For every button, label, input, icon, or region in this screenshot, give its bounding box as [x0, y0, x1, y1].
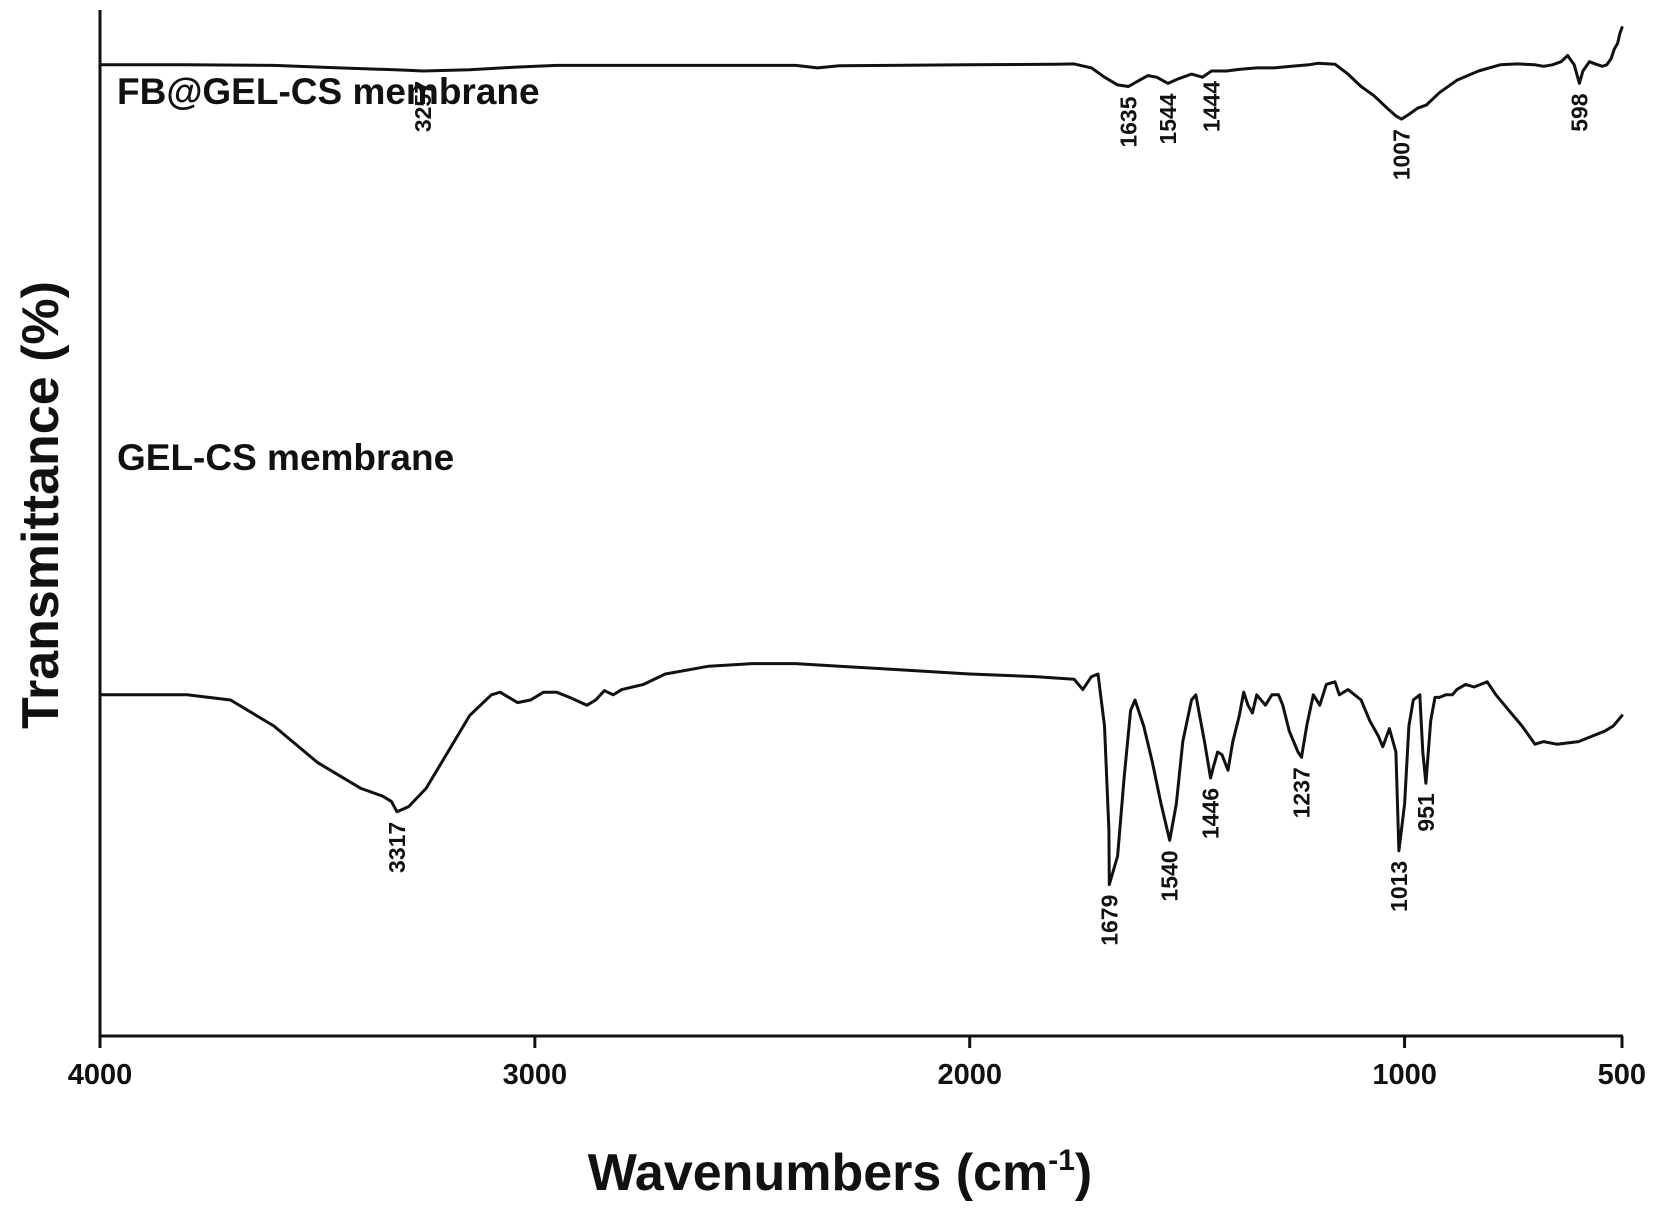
- x-tick-label: 1000: [1372, 1059, 1437, 1091]
- peak-label-text: 1540: [1157, 850, 1183, 901]
- axes: 4000 3000 2000 1000 500: [68, 10, 1646, 1091]
- series-title-gel-cs: GEL-CS membrane: [117, 437, 454, 478]
- series-title-fb-gel-cs: FB@GEL-CS membrane: [117, 71, 540, 112]
- x-axis-title-main: Wavenumbers (cm: [588, 1144, 1048, 1202]
- peak-label-1679: 1679: [1096, 895, 1122, 946]
- peak-label-text: 1013: [1386, 861, 1412, 912]
- series-line-1: [98, 662, 1624, 887]
- x-tick-label: 4000: [68, 1059, 133, 1091]
- peak-label-1544: 1544: [1155, 93, 1181, 144]
- x-tick-label: 500: [1598, 1059, 1646, 1091]
- series-line-0: [98, 26, 1624, 121]
- x-axis-title-suffix: ): [1075, 1144, 1092, 1202]
- peak-label-text: 1635: [1115, 96, 1141, 147]
- peak-label-text: 3257: [410, 81, 436, 132]
- peak-label-951: 951: [1413, 793, 1439, 832]
- peak-label-text: 1444: [1199, 81, 1225, 132]
- peak-label-text: 1446: [1198, 788, 1224, 839]
- x-tick-label: 3000: [503, 1059, 568, 1091]
- peak-label-text: 3317: [384, 822, 410, 873]
- series-lines: [98, 26, 1624, 887]
- x-axis-title-superscript: -1: [1048, 1144, 1075, 1177]
- peak-label-1446: 1446: [1198, 788, 1224, 839]
- peak-label-text: 951: [1413, 793, 1439, 832]
- peak-label-text: 1237: [1289, 767, 1315, 818]
- peak-label-text: 1679: [1096, 895, 1122, 946]
- x-axis-title: Wavenumbers (cm-1): [588, 1144, 1092, 1202]
- peak-label-1013: 1013: [1386, 861, 1412, 912]
- peak-label-3257: 3257: [410, 81, 436, 132]
- y-axis-title: Transmittance (%): [12, 281, 70, 729]
- peak-label-1007: 1007: [1389, 129, 1415, 180]
- peak-label-text: 1544: [1155, 93, 1181, 144]
- peak-labels: 3257 1635 1544 1444 1007 598 3317 1679 1540 1446 1…: [384, 81, 1592, 946]
- peak-label-text: 1007: [1389, 129, 1415, 180]
- x-tick-label: 2000: [937, 1059, 1002, 1091]
- peak-label-1540: 1540: [1157, 850, 1183, 901]
- peak-label-3317: 3317: [384, 822, 410, 873]
- peak-label-1635: 1635: [1115, 96, 1141, 147]
- peak-label-1444: 1444: [1199, 81, 1225, 132]
- peak-label-1237: 1237: [1289, 767, 1315, 818]
- peak-label-598: 598: [1566, 93, 1592, 132]
- peak-label-text: 598: [1566, 93, 1592, 132]
